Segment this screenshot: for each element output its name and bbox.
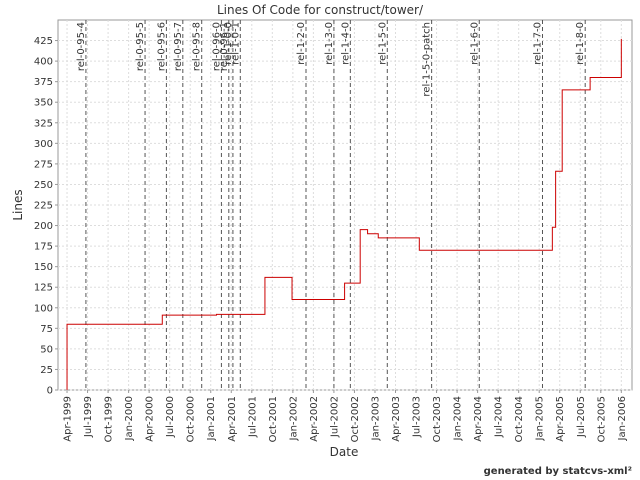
release-label: rel-1-5-0 bbox=[377, 22, 388, 65]
x-tick-label: Oct-2001 bbox=[268, 396, 279, 442]
release-label: rel-0-96-1 bbox=[219, 22, 230, 71]
release-label: rel-1-0-0 bbox=[223, 22, 234, 65]
release-label: rel-1-4-0 bbox=[340, 22, 351, 65]
x-tick-label: Oct-2004 bbox=[514, 396, 525, 442]
x-tick-label: Oct-2002 bbox=[350, 396, 361, 442]
release-label: rel-1-7-0 bbox=[532, 22, 543, 65]
x-tick-label: Jul-2000 bbox=[165, 396, 176, 438]
release-label: rel-1-2-0 bbox=[296, 22, 307, 65]
y-axis-label: Lines bbox=[11, 189, 25, 220]
x-tick-label: Jan-2005 bbox=[535, 396, 546, 441]
y-tick-label: 100 bbox=[34, 303, 53, 314]
footer: generated by statcvs-xml² bbox=[484, 466, 632, 477]
release-label: rel-0-95-5 bbox=[135, 22, 146, 71]
data-line bbox=[66, 38, 622, 390]
x-tick-label: Jan-2000 bbox=[124, 396, 135, 441]
x-tick-label: Apr-1999 bbox=[63, 396, 74, 442]
x-tick-label: Jan-2006 bbox=[617, 396, 628, 441]
release-label: rel-0-95-4 bbox=[76, 22, 87, 71]
release-label: rel-1-5-0-patch bbox=[422, 22, 433, 97]
x-tick-label: Apr-2004 bbox=[473, 396, 484, 442]
x-tick-label: Apr-2003 bbox=[391, 396, 402, 442]
release-label: rel-0-95-8 bbox=[192, 22, 203, 71]
x-tick-label: Jul-2005 bbox=[576, 396, 587, 438]
release-label: rel-1-0-1 bbox=[230, 22, 241, 65]
release-label: rel-1-3-0 bbox=[324, 22, 335, 65]
y-tick-label: 225 bbox=[34, 201, 53, 212]
y-tick-label: 350 bbox=[34, 98, 53, 109]
x-tick-label: Apr-2001 bbox=[227, 396, 238, 442]
x-tick-label: Jan-2002 bbox=[288, 396, 299, 441]
x-tick-label: Oct-2005 bbox=[596, 396, 607, 442]
plot-area bbox=[57, 19, 633, 391]
y-tick-label: 425 bbox=[34, 36, 53, 47]
x-tick-label: Apr-2002 bbox=[309, 396, 320, 442]
y-tick-label: 250 bbox=[34, 180, 53, 191]
chart-title: Lines Of Code for construct/tower/ bbox=[217, 3, 424, 17]
x-axis-label: Date bbox=[330, 445, 359, 459]
y-tick-label: 400 bbox=[34, 57, 53, 68]
release-label: rel-1-6-0 bbox=[469, 22, 480, 65]
x-tick-label: Apr-2005 bbox=[555, 396, 566, 442]
y-tick-label: 275 bbox=[34, 159, 53, 170]
y-tick-label: 300 bbox=[34, 139, 53, 150]
y-tick-label: 325 bbox=[34, 118, 53, 129]
release-label: rel-1-8-0 bbox=[575, 22, 586, 65]
y-tick-label: 150 bbox=[34, 262, 53, 273]
x-tick-label: Jul-2004 bbox=[494, 396, 505, 438]
x-tick-label: Oct-2000 bbox=[186, 396, 197, 442]
release-label: rel-0-95-7 bbox=[173, 22, 184, 71]
x-tick-label: Oct-1999 bbox=[104, 396, 115, 442]
x-tick-label: Jan-2004 bbox=[453, 396, 464, 441]
y-tick-label: 175 bbox=[34, 242, 53, 253]
y-tick-label: 200 bbox=[34, 221, 53, 232]
x-tick-label: Jul-2001 bbox=[247, 396, 258, 438]
x-tick-label: Oct-2003 bbox=[432, 396, 443, 442]
x-tick-label: Jan-2001 bbox=[206, 396, 217, 441]
x-tick-label: Jul-1999 bbox=[83, 396, 94, 438]
y-tick-label: 75 bbox=[40, 324, 53, 335]
x-tick-label: Jul-2003 bbox=[412, 396, 423, 438]
x-tick-label: Jul-2002 bbox=[329, 396, 340, 438]
y-tick-label: 0 bbox=[47, 386, 53, 397]
release-label: rel-0-96-0 bbox=[211, 22, 222, 71]
y-tick-label: 125 bbox=[34, 283, 53, 294]
x-tick-label: Jan-2003 bbox=[370, 396, 381, 441]
y-tick-label: 25 bbox=[40, 365, 53, 376]
y-tick-label: 375 bbox=[34, 77, 53, 88]
release-label: rel-0-95-6 bbox=[156, 22, 167, 71]
x-tick-label: Apr-2000 bbox=[145, 396, 156, 442]
y-tick-label: 50 bbox=[40, 344, 53, 355]
